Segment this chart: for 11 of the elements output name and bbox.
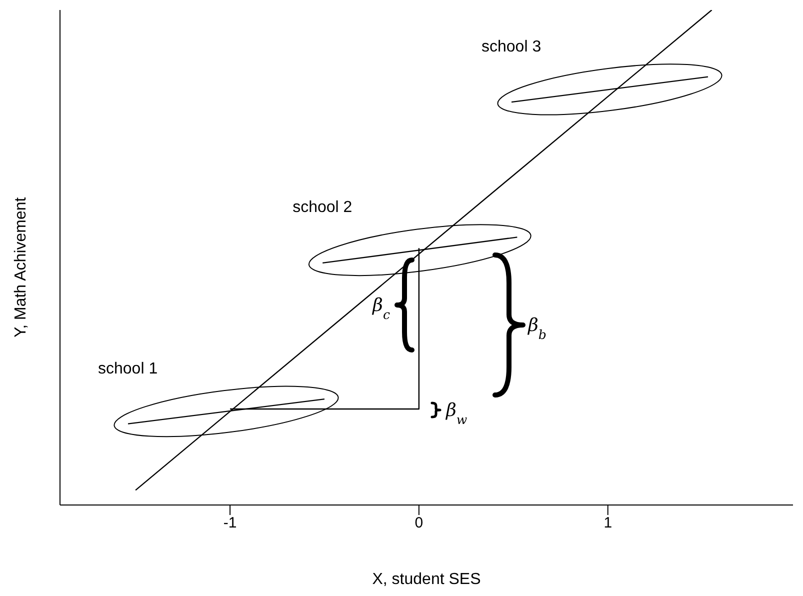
x-axis-title: X, student SES — [372, 571, 481, 588]
annotation: β$_{b}$ — [527, 315, 546, 342]
text: school 1 — [98, 360, 158, 378]
y-axis-title: Y, Math Achivement — [12, 196, 30, 338]
annotation: β$_{c}$ — [372, 295, 390, 322]
x-tick-label: -1 — [223, 514, 237, 532]
text: school 3 — [482, 38, 542, 56]
x-tick-label: 1 — [604, 514, 612, 532]
annotation: β$_{w}$ — [445, 400, 468, 426]
x-tick-label: 0 — [414, 514, 424, 532]
text: school 2 — [292, 199, 352, 216]
